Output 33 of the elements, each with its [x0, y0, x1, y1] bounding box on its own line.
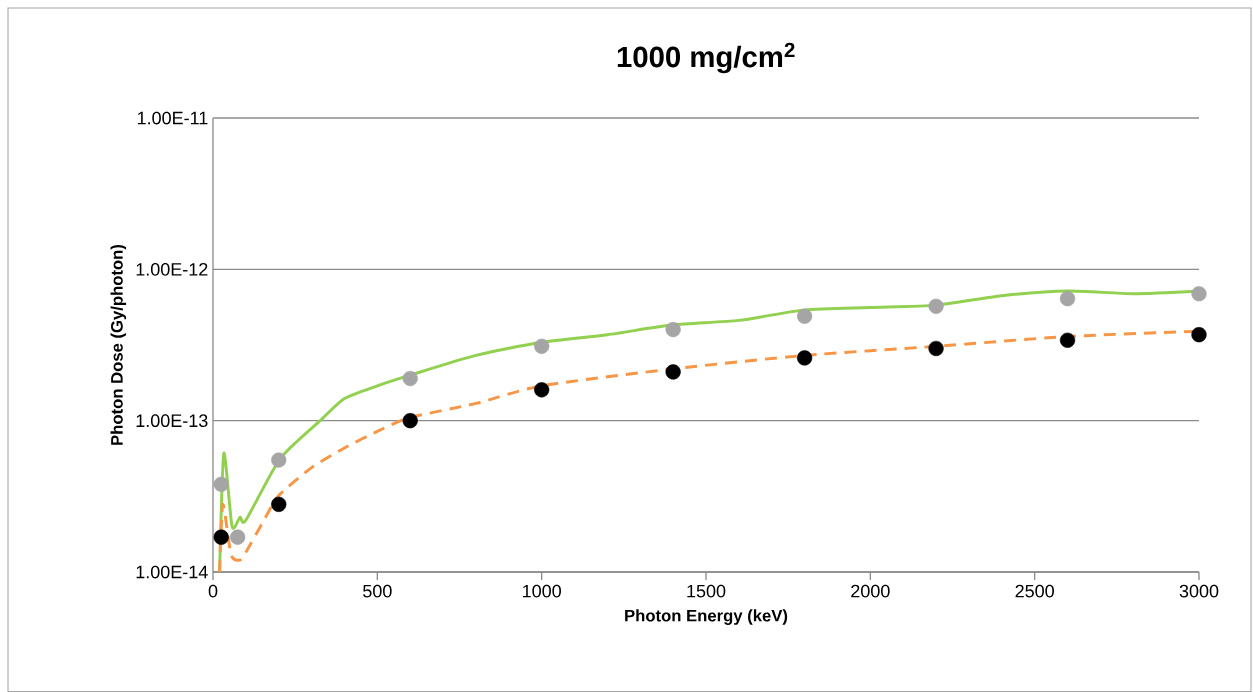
point: [928, 298, 944, 314]
point: [402, 370, 418, 387]
point: [797, 350, 813, 366]
point: [271, 452, 287, 468]
x-tick-label: 1000: [523, 584, 561, 598]
x-tick-label: 3000: [1179, 584, 1219, 598]
y-tick-label: 1.00E-13: [136, 414, 208, 428]
x-tick-label: 2000: [851, 584, 890, 598]
chart-title: 1000 mg/cm$^{2}$: [617, 42, 795, 74]
x-tick-label: 1500: [687, 584, 726, 598]
point: [271, 496, 287, 512]
point: [1191, 286, 1207, 302]
point: [402, 413, 418, 429]
x-tick-label: 2500: [1015, 584, 1054, 598]
point: [213, 529, 229, 545]
point: [1191, 327, 1207, 343]
y-tick-label: 1.00E-11: [137, 111, 208, 125]
y-tick-label: 1.00E-14: [136, 565, 208, 579]
point: [230, 529, 246, 545]
point: [928, 340, 944, 357]
point: [797, 308, 813, 324]
y-tick-label: 1.00E-12: [136, 262, 208, 276]
x-tick-label: 0: [208, 584, 218, 598]
point: [213, 476, 229, 492]
point: [534, 382, 550, 398]
y-axis-title: Photon Dose (Gy/photon): [110, 244, 127, 445]
point: [1059, 332, 1076, 348]
point: [1059, 291, 1076, 307]
point: [665, 321, 681, 338]
point: [665, 364, 681, 380]
point: [534, 338, 550, 354]
x-tick-label: 500: [363, 584, 392, 598]
x-axis-title: Photon Energy (keV): [625, 609, 788, 625]
